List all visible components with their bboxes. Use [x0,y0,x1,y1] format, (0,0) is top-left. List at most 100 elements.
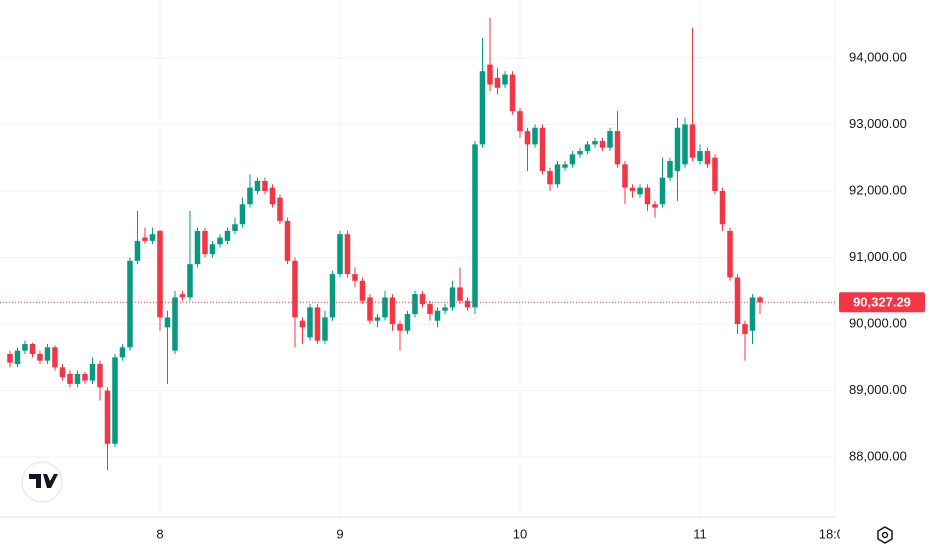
candle-body [674,127,681,172]
candle-body [254,180,261,191]
y-tick-label: 89,000.00 [849,382,907,397]
candle-body [682,124,688,165]
candle-body [517,111,523,132]
candle-body [457,287,463,301]
candle-body [719,190,726,225]
x-tick-label: 9 [336,526,343,541]
candle-body [712,157,718,191]
candle-body [29,344,36,354]
x-tick-label: 11 [693,526,707,541]
candle-body [727,230,733,278]
candle-body [247,187,253,205]
candle-body [742,324,748,335]
candle-body [217,237,223,245]
candle-body [14,350,21,364]
tradingview-logo[interactable] [21,461,63,503]
settings-icon[interactable] [877,526,893,544]
x-tick-label: 10 [513,526,527,541]
candle-body [659,177,666,205]
candle-body [427,304,433,315]
candle-body [689,124,696,158]
candle-body [592,141,598,145]
candle-body [44,347,51,361]
candle-body [622,164,628,188]
y-tick-label: 92,000.00 [849,182,907,197]
candle-body [37,353,43,361]
candle-body [284,220,291,261]
candle-body [359,280,366,301]
candle-body [97,363,103,388]
candle-body [299,320,306,328]
y-tick-label: 93,000.00 [849,116,907,131]
candle-body [112,357,118,444]
candle-body [434,310,441,321]
candle-body [397,324,403,331]
candle-body [577,151,583,155]
candle-body [509,74,516,112]
candle-body [142,237,148,241]
candle-body [464,300,471,308]
candle-body [367,297,373,321]
candle-body [232,224,238,231]
candle-body [329,274,336,318]
candle-body [82,373,88,381]
candle-body [164,317,171,328]
candle-body [569,154,576,165]
candle-body [524,131,531,145]
candle-body [172,297,178,351]
candle-body [389,297,396,325]
last-price-label: 90,327.29 [853,295,911,310]
candle-body [757,297,763,303]
candle-body [292,260,298,318]
candle-body [337,234,343,275]
candle-body [352,274,358,281]
y-tick-label: 90,000.00 [849,315,907,330]
candle-body [134,240,141,261]
candle-body [749,297,756,331]
candle-body [239,204,246,225]
candle-body [472,144,478,308]
candle-body [584,144,591,152]
candle-body [629,187,636,191]
candle-body [382,297,388,318]
grid [0,0,836,517]
candle-body [119,347,126,358]
candle-body [412,294,418,315]
candle-body [494,77,501,88]
candle-body [404,314,411,331]
candle-body [449,287,456,308]
candle-body [187,264,193,298]
candle-body [637,187,643,195]
candle-body [599,141,606,148]
candle-body [202,230,208,255]
candle-body [419,294,426,305]
candle-body [442,307,448,311]
time-axis: 8 9 10 11 18:00 [156,526,840,541]
candle-body [7,353,13,363]
candle-body [554,164,561,185]
candle-body [614,131,621,165]
candle-body [179,294,186,298]
y-tick-label: 88,000.00 [849,449,907,464]
y-tick-label: 91,000.00 [849,249,907,264]
candle-body [562,164,568,168]
candle-body [502,74,508,85]
candle-body [67,373,73,384]
candle-body [59,367,66,378]
candle-body [269,187,276,205]
candle-body [652,204,658,208]
candle-body [322,317,328,341]
candle-body [479,71,486,145]
candle-body [224,230,231,241]
last-price-box [839,292,925,313]
candle-body [157,230,163,318]
candle-body [644,187,651,205]
candle-body [374,317,381,321]
candle-body [194,230,201,265]
candle-body [532,127,538,145]
candle-body [487,64,493,85]
candle-body [314,307,321,341]
candle-body [607,131,613,148]
candle-body [209,244,216,255]
